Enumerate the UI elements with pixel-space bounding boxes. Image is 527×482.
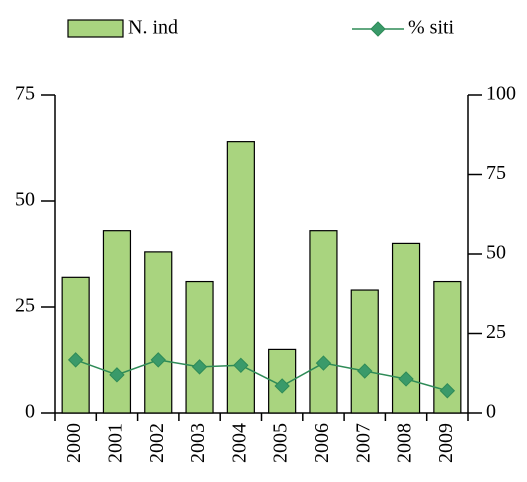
y2-tick-label: 100 — [486, 83, 516, 105]
bar — [144, 251, 173, 414]
marker — [274, 378, 290, 394]
y2-tick-label: 75 — [486, 162, 506, 184]
legend-label: % siti — [408, 17, 455, 39]
x-tick-label: 2009 — [435, 423, 457, 463]
legend-label: N. ind — [128, 17, 178, 39]
marker — [357, 363, 373, 379]
marker — [191, 359, 208, 375]
bar — [61, 276, 90, 414]
y-tick-label: 75 — [15, 83, 35, 105]
marker — [439, 383, 456, 399]
x-tick-label: 2008 — [394, 423, 416, 463]
x-tick-label: 2004 — [228, 423, 250, 463]
marker — [67, 352, 84, 368]
y-tick-label: 25 — [15, 295, 35, 317]
x-tick-label: 2002 — [146, 423, 168, 463]
x-tick-label: 2000 — [63, 423, 85, 463]
bar — [350, 289, 379, 414]
x-tick-label: 2005 — [270, 423, 292, 463]
marker — [398, 371, 414, 387]
marker — [109, 367, 125, 383]
marker — [233, 357, 249, 374]
bar — [391, 242, 421, 414]
legend-marker — [370, 21, 386, 37]
y-tick-label: 0 — [25, 401, 35, 423]
bar — [102, 230, 132, 414]
x-tick-label: 2007 — [352, 423, 374, 463]
bar — [309, 230, 338, 414]
x-tick-label: 2006 — [311, 423, 333, 463]
x-tick-label: 2001 — [105, 423, 127, 463]
marker — [315, 355, 332, 371]
y2-tick-label: 25 — [486, 321, 506, 343]
line — [75, 359, 448, 392]
y-tick-label: 50 — [15, 189, 35, 211]
y2-tick-label: 0 — [486, 401, 496, 423]
bar — [185, 280, 214, 414]
legend-swatch — [67, 19, 124, 38]
marker — [150, 352, 166, 368]
x-tick-label: 2003 — [187, 423, 209, 463]
y2-tick-label: 50 — [486, 242, 506, 264]
